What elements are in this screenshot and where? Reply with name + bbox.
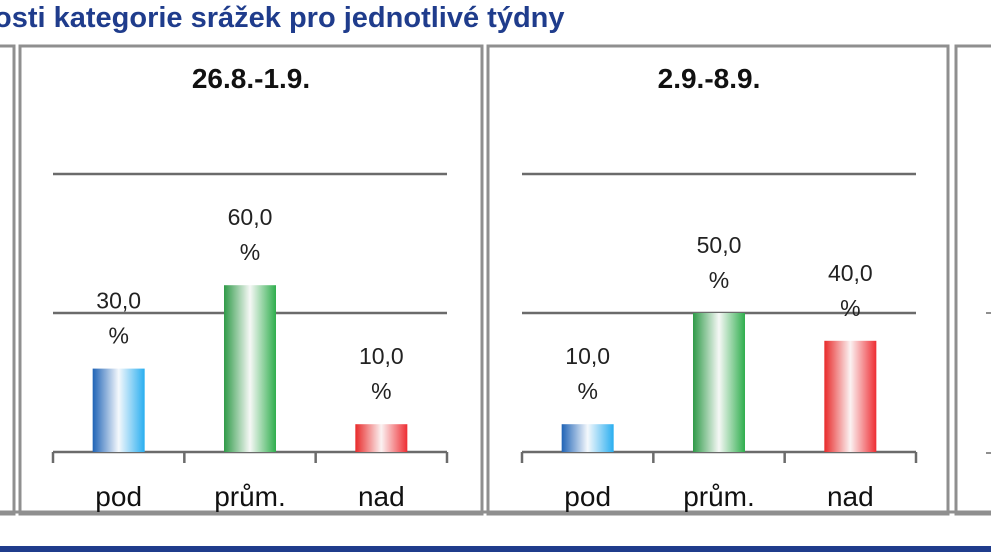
data-label-pod: 10,0% <box>565 343 610 404</box>
data-label-prum: 60,0% <box>228 204 273 265</box>
chart-week-1: 26.8.-1.9. 30,0 % pod 60,0 % prům. 10,0 % nad <box>51 63 449 512</box>
bar-pod <box>561 424 614 452</box>
category-label-pod: pod <box>95 481 142 512</box>
data-label-nad: 10,0% <box>359 343 404 404</box>
bar-pod <box>92 368 145 452</box>
category-label-nad: nad <box>358 481 405 512</box>
panel-frame-prev <box>0 44 16 516</box>
data-label-prum: 50,0% <box>697 232 742 293</box>
bar-nad <box>824 340 877 452</box>
bar-prum <box>224 285 276 452</box>
panel-frame-next <box>954 44 991 516</box>
category-label-prum: prům. <box>214 481 286 512</box>
data-label-pod: 30,0% <box>96 288 141 349</box>
category-label-pod: pod <box>564 481 611 512</box>
bar-prum <box>693 313 745 452</box>
data-label-nad: 40,0% <box>828 260 873 321</box>
next-panel-tick <box>986 312 991 314</box>
chart-title: 2.9.-8.9. <box>658 63 761 94</box>
chart-title: 26.8.-1.9. <box>192 63 310 94</box>
bar-nad <box>355 424 408 452</box>
next-panel-tick-2 <box>986 452 991 454</box>
category-label-prum: prům. <box>683 481 755 512</box>
footer-rule <box>0 546 991 552</box>
page-title: osti kategorie srážek pro jednotlivé týd… <box>0 2 565 34</box>
chart-week-2: 2.9.-8.9. 10,0 % pod 50,0 % prům. 40,0 % nad <box>520 63 918 512</box>
category-label-nad: nad <box>827 481 874 512</box>
